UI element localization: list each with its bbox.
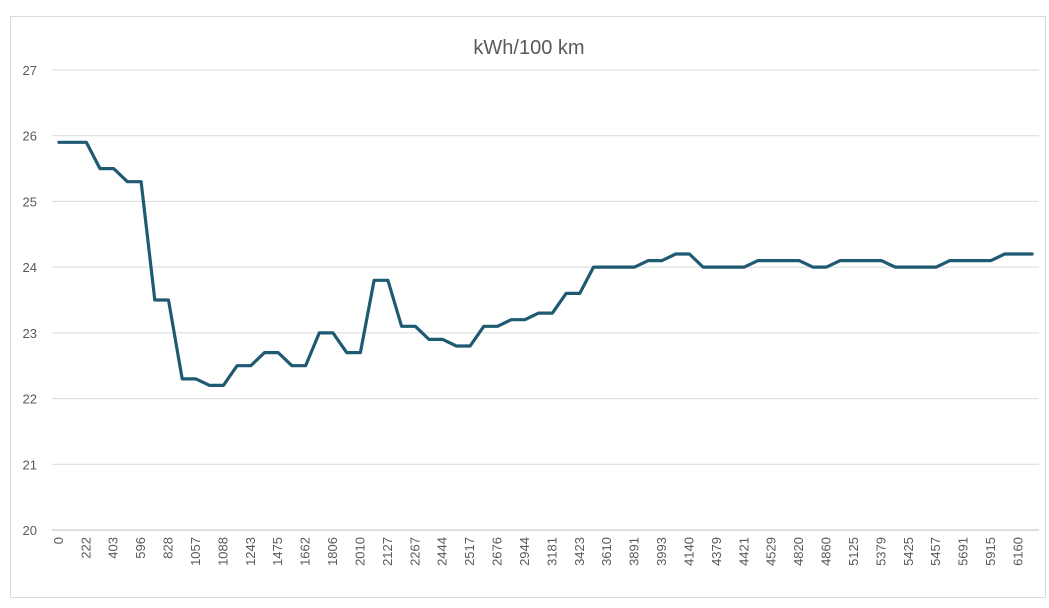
chart-title: kWh/100 km [473,37,584,59]
x-tick-label: 2676 [490,537,505,566]
x-tick-label: 403 [106,537,121,559]
y-tick-label: 25 [23,194,37,209]
x-tick-label: 4379 [709,537,724,566]
x-tick-label: 1088 [215,537,230,566]
x-tick-label: 3181 [544,537,559,566]
x-tick-label: 596 [133,537,148,559]
x-tick-label: 1243 [243,537,258,566]
y-tick-label: 21 [23,457,37,472]
y-tick-label: 26 [23,129,37,144]
y-tick-label: 27 [23,63,37,78]
gridlines [52,69,1039,531]
x-tick-label: 2267 [407,537,422,566]
x-tick-label: 2944 [517,537,532,566]
x-tick-label: 3891 [627,537,642,566]
y-tick-label: 20 [23,523,37,538]
x-tick-label: 4421 [736,537,751,566]
series-group [57,140,1034,387]
x-tick-label: 4860 [819,537,834,566]
x-tick-label: 1475 [270,537,285,566]
x-tick-label: 3423 [572,537,587,566]
x-tick-label: 1662 [298,537,313,566]
x-tick-label: 5457 [928,537,943,566]
series-line [57,140,1034,387]
x-axis-ticks: 0 222 403 596 828 1057 1088 1243 1475 1662 1806 201… [51,537,1026,566]
x-tick-label: 5425 [901,537,916,566]
chart-frame: kWh/100 km 20 21 22 23 24 25 26 27 0 222 403 596 82… [10,16,1046,598]
line-chart: kWh/100 km 20 21 22 23 24 25 26 27 0 222 403 596 82… [23,37,1039,566]
x-tick-label: 2127 [380,537,395,566]
y-tick-label: 22 [23,392,37,407]
y-tick-label: 24 [23,260,37,275]
x-tick-label: 4820 [791,537,806,566]
x-tick-label: 3993 [654,537,669,566]
x-tick-label: 6160 [1010,537,1025,566]
x-tick-label: 5379 [873,537,888,566]
x-tick-label: 1057 [188,537,203,566]
x-tick-label: 828 [161,537,176,559]
x-tick-label: 2517 [462,537,477,566]
x-tick-label: 2444 [435,537,450,566]
x-tick-label: 5125 [846,537,861,566]
y-tick-label: 23 [23,326,37,341]
x-tick-label: 2010 [352,537,367,566]
x-tick-label: 4529 [764,537,779,566]
x-tick-label: 5691 [956,537,971,566]
x-tick-label: 3610 [599,537,614,566]
x-tick-label: 222 [78,537,93,559]
x-tick-label: 0 [51,537,66,544]
x-tick-label: 4140 [681,537,696,566]
y-axis-ticks: 20 21 22 23 24 25 26 27 [23,63,37,538]
x-tick-label: 5915 [983,537,998,566]
x-tick-label: 1806 [325,537,340,566]
